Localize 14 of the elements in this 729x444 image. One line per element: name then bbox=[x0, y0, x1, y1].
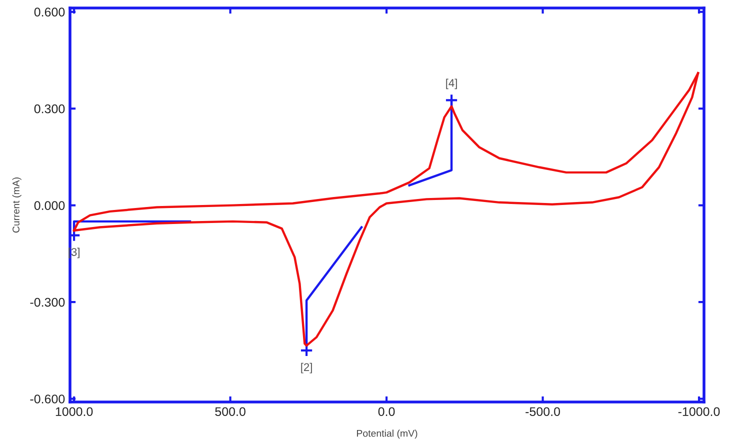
x-tick-label: -1000.0 bbox=[678, 407, 720, 416]
y-tick-label: 0.300 bbox=[34, 104, 65, 114]
y-axis-title: Current (mA) bbox=[12, 178, 22, 233]
x-tick-label: 500.0 bbox=[215, 407, 246, 416]
y-tick-label: -0.300 bbox=[30, 298, 65, 307]
y-tick-label: -0.600 bbox=[30, 394, 65, 404]
y-tick-label: 0.000 bbox=[34, 201, 65, 210]
y-tick-label: 0.600 bbox=[34, 8, 65, 17]
x-tick-label: 1000.0 bbox=[56, 407, 93, 416]
annotation: [4] bbox=[446, 78, 457, 90]
x-axis-title: Potential (mV) bbox=[357, 430, 418, 439]
annotation: [2] bbox=[301, 362, 312, 374]
x-tick-label: 0.0 bbox=[378, 407, 395, 416]
x-tick-label: -500.0 bbox=[526, 407, 560, 416]
